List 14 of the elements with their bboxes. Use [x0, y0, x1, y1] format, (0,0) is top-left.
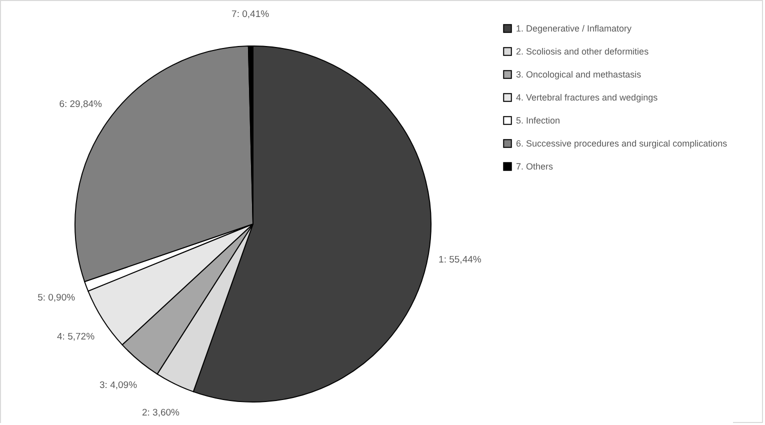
data-label: 3: 4,09% — [100, 380, 138, 392]
data-label: 2: 3,60% — [142, 408, 180, 419]
legend-label: 7. Others — [516, 162, 554, 172]
legend-label: 6. Successive procedures and surgical complications — [516, 138, 728, 148]
data-label: 5: 0,90% — [38, 292, 76, 304]
data-label: 1: 55,44% — [438, 254, 482, 266]
legend-label: 1. Degenerative / Inflamatory — [516, 24, 632, 34]
legend-label: 2. Scoliosis and other deformities — [516, 46, 650, 56]
legend-label: 4. Vertebral fractures and wedgings — [516, 92, 658, 102]
legend-label: 5. Infection — [516, 116, 560, 126]
data-label: 6: 29,84% — [59, 99, 103, 110]
legend-label: 3. Oncological and methastasis — [516, 70, 642, 80]
data-label: 7: 0,41% — [232, 9, 270, 20]
data-label: 4: 5,72% — [57, 332, 96, 343]
